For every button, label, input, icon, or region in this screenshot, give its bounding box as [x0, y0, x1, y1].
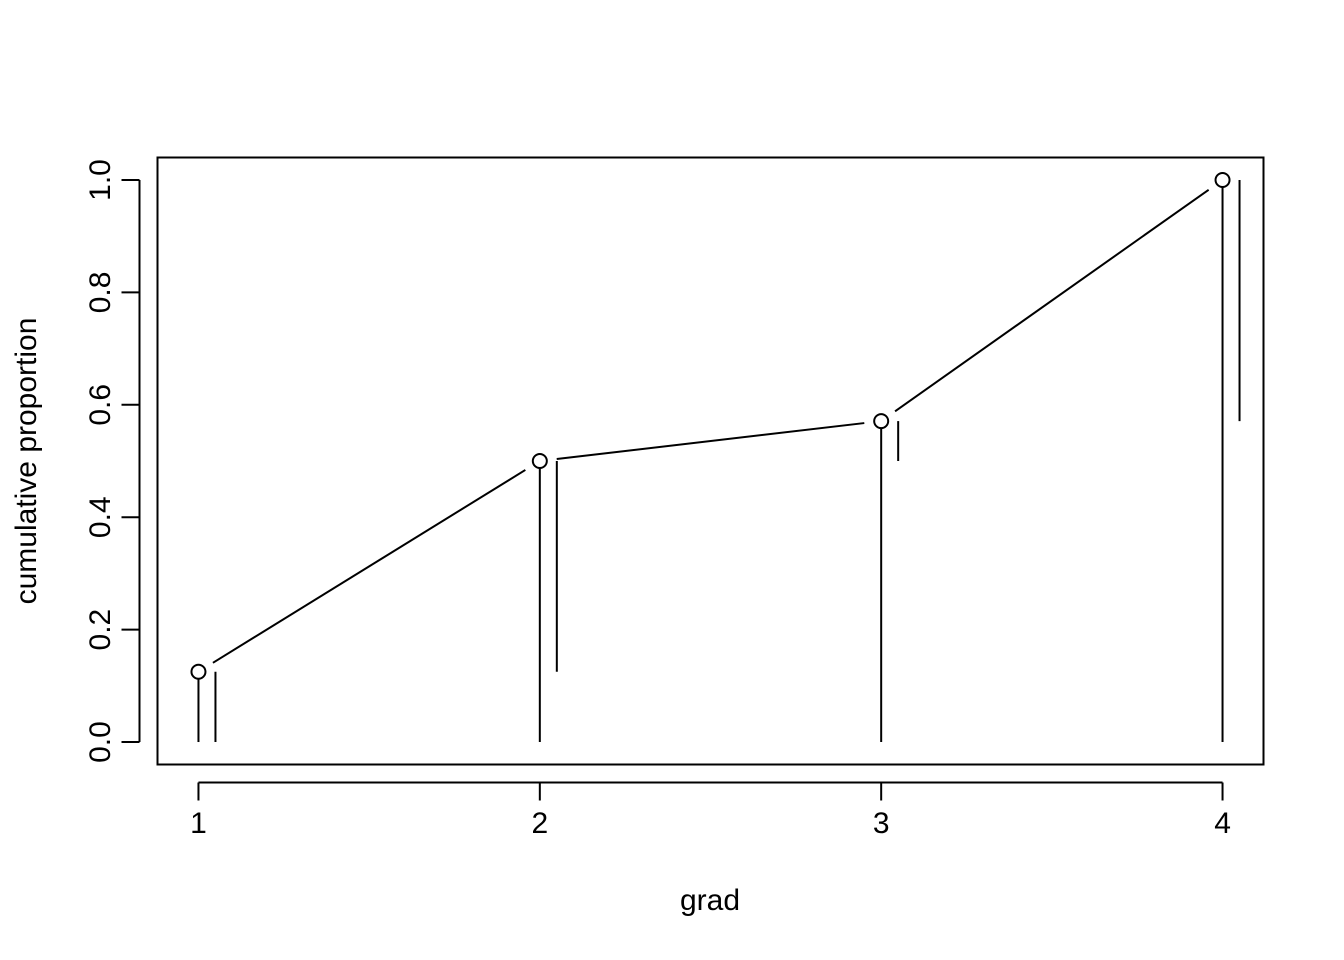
series-line-segment	[212, 469, 526, 664]
y-tick-label: 0.4	[84, 496, 117, 538]
x-axis-title: grad	[680, 884, 740, 917]
data-point	[1214, 171, 1231, 188]
y-tick-label: 0.8	[84, 272, 117, 314]
x-tick-label: 1	[190, 807, 207, 840]
x-tick-label: 3	[873, 807, 890, 840]
chart-marks	[190, 171, 1241, 743]
data-point	[190, 663, 207, 680]
y-tick-label: 1.0	[84, 159, 117, 201]
x-axis: 1 2 3 4	[190, 781, 1231, 840]
series-line-segment	[556, 422, 865, 461]
y-tick-label: 0.0	[84, 721, 117, 763]
data-point	[873, 413, 890, 430]
series-line-segment	[894, 188, 1210, 413]
plot-frame	[156, 156, 1265, 766]
y-tick-label: 0.2	[84, 609, 117, 651]
y-axis: 0.0 0.2 0.4 0.6 0.8 1.0	[84, 159, 141, 763]
data-point	[531, 453, 548, 469]
y-tick-label: 0.6	[84, 384, 117, 426]
x-tick-label: 4	[1214, 807, 1231, 840]
y-axis-title: cumulative proportion	[10, 318, 43, 605]
x-tick-label: 2	[531, 807, 548, 840]
